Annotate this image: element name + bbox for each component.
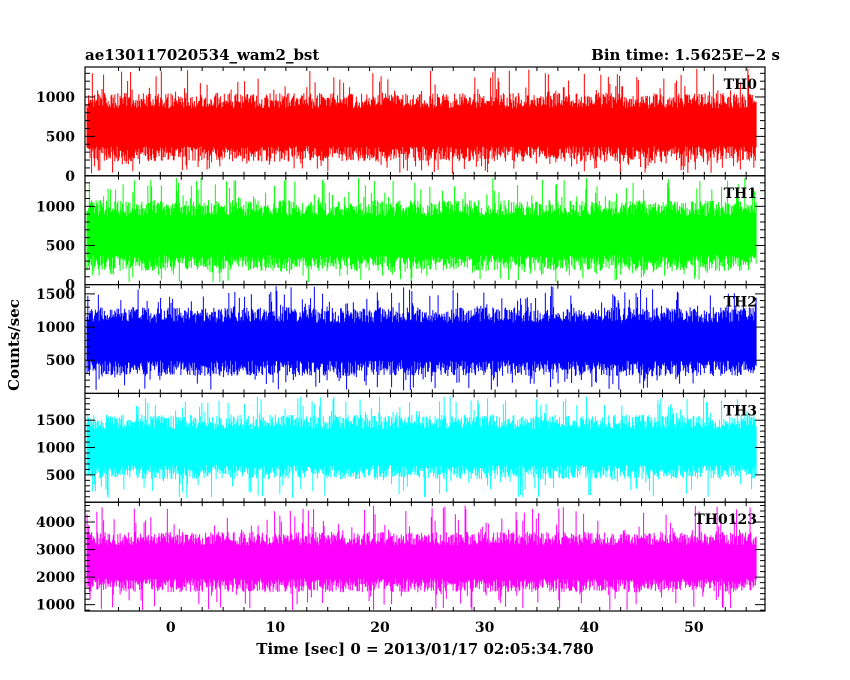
panels-group: 0 500 1000 TH0 0 500 1000 TH1 500 1000 1500 TH2 500 1…	[36, 66, 766, 614]
x-tick-label: 20	[370, 620, 390, 636]
series-label-th0: TH0	[724, 77, 758, 93]
series-line-th1	[86, 177, 757, 283]
y-tick-label: 0	[65, 169, 75, 185]
series-label-th0123: TH0123	[694, 512, 757, 528]
y-tick-label: 2000	[36, 570, 75, 586]
y-tick-label: 500	[46, 129, 75, 145]
y-tick-label: 1000	[36, 90, 75, 106]
panel-th2: 500 1000 1500 TH2	[36, 284, 766, 395]
y-tick-label: 500	[46, 353, 75, 369]
y-tick-label: 1000	[36, 320, 75, 336]
y-tick-label: 1500	[36, 287, 75, 303]
y-tick-label: 1000	[36, 199, 75, 215]
panel-th1: 0 500 1000 TH1	[36, 175, 766, 294]
series-line-th0	[86, 68, 757, 174]
x-axis: 0 10 20 30 40 50	[166, 620, 704, 636]
panel-frame	[84, 501, 766, 612]
y-tick-label: 0	[65, 278, 75, 294]
y-tick-label: 3000	[36, 543, 75, 559]
y-tick-label: 500	[46, 238, 75, 254]
x-tick-label: 30	[475, 620, 495, 636]
series-label-th2: TH2	[724, 295, 757, 311]
x-tick-label: 0	[166, 620, 176, 636]
x-tick-label: 40	[580, 620, 600, 636]
panel-th0: 0 500 1000 TH0	[36, 66, 766, 185]
y-tick-label: 1000	[36, 441, 75, 457]
y-axis-label: Counts/sec	[5, 299, 23, 391]
series-line-th2	[86, 286, 757, 391]
panel-th0123: 1000 2000 3000 4000 TH0123	[36, 501, 766, 614]
series-line-th3	[86, 395, 757, 498]
y-tick-label: 500	[46, 468, 75, 484]
y-tick-label: 1000	[36, 598, 75, 614]
bin-time-label: Bin time: 1.5625E−2 s	[591, 46, 780, 64]
chart-title: ae130117020534_wam2_bst	[85, 46, 319, 64]
x-tick-label: 50	[684, 620, 704, 636]
series-label-th3: TH3	[724, 403, 757, 419]
x-tick-label: 10	[266, 620, 286, 636]
panel-th3: 500 1000 1500 TH3	[36, 392, 766, 503]
series-label-th1: TH1	[724, 186, 757, 202]
series-line-th0123	[86, 505, 757, 610]
y-tick-label: 1500	[36, 413, 75, 429]
y-tick-label: 4000	[36, 515, 75, 531]
x-axis-label: Time [sec] 0 = 2013/01/17 02:05:34.780	[256, 640, 593, 658]
